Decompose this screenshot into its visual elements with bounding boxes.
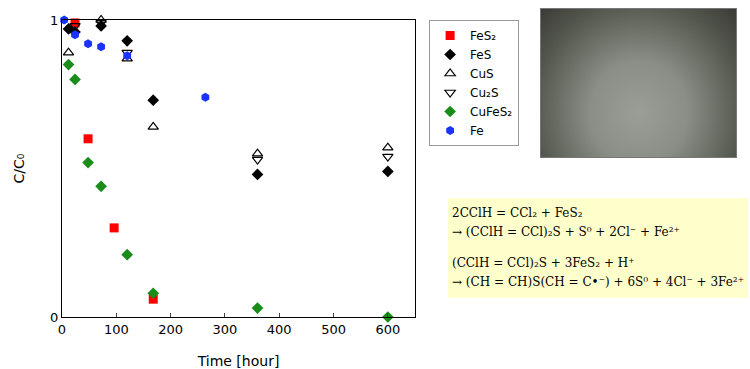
svg-text:200: 200 [158,322,183,337]
html-text:→ (CH = CH)S(CH = C•⁻) + 6S⁰ +: → (CH = CH)S(CH = C•⁻) + 6S⁰ + 4Cl⁻ + 3F… [452,275,744,289]
svg-text:Cu₂S: Cu₂S [470,86,498,100]
svg-text:600: 600 [375,322,400,337]
svg-text:100: 100 [104,322,129,337]
svg-text:Fe: Fe [470,124,484,138]
html-text:→ (CClH = CCl)₂S + S⁰ + 2Cl⁻ +: → (CClH = CCl)₂S + S⁰ + 2Cl⁻ + Fe²⁺ [452,225,680,239]
svg-text:1: 1 [50,13,58,28]
svg-text:0: 0 [58,322,66,337]
svg-text:400: 400 [267,322,292,337]
svg-text:CuFeS₂: CuFeS₂ [470,105,512,119]
html-text:2CClH = CCl₂ + FeS₂: 2CClH = CCl₂ + FeS₂ [452,206,583,220]
svg-text:0: 0 [50,310,58,325]
html-text:(CClH = CCl)₂S + 3FeS₂ + H⁺: (CClH = CCl)₂S + 3FeS₂ + H⁺ [452,256,635,270]
svg-text:Time [hour]: Time [hour] [197,353,280,369]
svg-text:500: 500 [321,322,346,337]
svg-text:CuS: CuS [470,67,494,81]
svg-text:C/C₀: C/C₀ [11,153,27,183]
svg-text:300: 300 [213,322,238,337]
svg-text:FeS: FeS [470,48,491,62]
svg-text:FeS₂: FeS₂ [470,29,496,43]
